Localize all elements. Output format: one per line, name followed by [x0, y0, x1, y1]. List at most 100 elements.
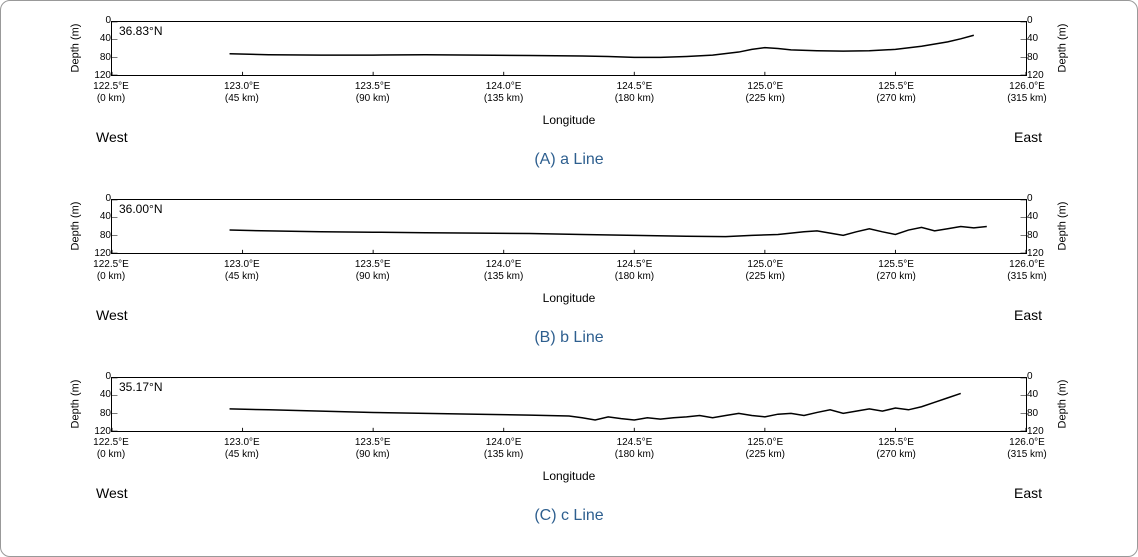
figure-frame: 0408012004080120Depth (m)Depth (m)36.83°…	[0, 0, 1138, 557]
plot-area	[111, 377, 1027, 432]
x-tick-km: (135 km)	[464, 93, 544, 105]
y-axis-label-right: Depth (m)	[1057, 380, 1069, 429]
x-tick-lon: 125.0°E	[725, 259, 805, 271]
panel-b: 0408012004080120Depth (m)Depth (m)36.00°…	[41, 199, 1097, 359]
x-tick-label: 122.5°E(0 km)	[71, 81, 151, 105]
x-tick-km: (135 km)	[464, 449, 544, 461]
panel-subtitle: (B) b Line	[41, 329, 1097, 347]
x-tick-km: (180 km)	[594, 449, 674, 461]
depth-line	[230, 227, 987, 237]
x-tick-lon: 125.5°E	[856, 437, 936, 449]
x-tick-label: 124.0°E(135 km)	[464, 437, 544, 461]
x-tick-lon: 125.5°E	[856, 259, 936, 271]
x-tick-km: (135 km)	[464, 271, 544, 283]
x-tick-lon: 124.5°E	[594, 437, 674, 449]
depth-line	[230, 393, 961, 420]
plot-area	[111, 199, 1027, 254]
x-tick-label: 125.5°E(270 km)	[856, 81, 936, 105]
y-axis-label-left: Depth (m)	[69, 24, 81, 73]
x-tick-lon: 122.5°E	[71, 437, 151, 449]
x-tick-km: (0 km)	[71, 271, 151, 283]
x-tick-km: (90 km)	[333, 449, 413, 461]
x-tick-km: (315 km)	[987, 93, 1067, 105]
x-tick-lon: 123.0°E	[202, 437, 282, 449]
x-axis: 122.5°E(0 km)123.0°E(45 km)123.5°E(90 km…	[111, 259, 1027, 289]
x-tick-km: (270 km)	[856, 449, 936, 461]
y-tick-label: 120	[71, 249, 111, 259]
x-tick-label: 124.5°E(180 km)	[594, 259, 674, 283]
y-axis-label-right: Depth (m)	[1057, 202, 1069, 251]
west-label: West	[96, 129, 128, 145]
x-tick-km: (180 km)	[594, 93, 674, 105]
x-tick-km: (225 km)	[725, 449, 805, 461]
x-tick-lon: 126.0°E	[987, 81, 1067, 93]
y-axis-label-left: Depth (m)	[69, 202, 81, 251]
x-tick-label: 124.5°E(180 km)	[594, 81, 674, 105]
panels-container: 0408012004080120Depth (m)Depth (m)36.83°…	[41, 21, 1097, 537]
x-tick-lon: 124.0°E	[464, 437, 544, 449]
y-tick-label: 120	[71, 71, 111, 81]
x-tick-km: (0 km)	[71, 93, 151, 105]
x-tick-km: (180 km)	[594, 271, 674, 283]
x-tick-km: (315 km)	[987, 271, 1067, 283]
plot-area	[111, 21, 1027, 76]
x-tick-label: 123.0°E(45 km)	[202, 437, 282, 461]
x-tick-lon: 123.0°E	[202, 259, 282, 271]
x-tick-lon: 123.0°E	[202, 81, 282, 93]
x-tick-lon: 122.5°E	[71, 81, 151, 93]
x-axis: 122.5°E(0 km)123.0°E(45 km)123.5°E(90 km…	[111, 81, 1027, 111]
x-tick-label: 123.0°E(45 km)	[202, 259, 282, 283]
y-axis-label-left: Depth (m)	[69, 380, 81, 429]
x-tick-label: 123.0°E(45 km)	[202, 81, 282, 105]
depth-profile-svg	[112, 22, 1026, 75]
x-axis: 122.5°E(0 km)123.0°E(45 km)123.5°E(90 km…	[111, 437, 1027, 467]
y-tick-label: 120	[1027, 71, 1067, 81]
x-tick-km: (270 km)	[856, 93, 936, 105]
x-axis-label: Longitude	[111, 469, 1027, 483]
x-tick-label: 126.0°E(315 km)	[987, 81, 1067, 105]
x-tick-lon: 123.5°E	[333, 437, 413, 449]
panel-c: 0408012004080120Depth (m)Depth (m)35.17°…	[41, 377, 1097, 537]
east-label: East	[1014, 485, 1042, 501]
x-tick-km: (45 km)	[202, 93, 282, 105]
y-tick-label: 120	[71, 427, 111, 437]
x-tick-label: 123.5°E(90 km)	[333, 437, 413, 461]
y-axis-label-right: Depth (m)	[1057, 24, 1069, 73]
x-tick-label: 124.0°E(135 km)	[464, 259, 544, 283]
x-axis-label: Longitude	[111, 113, 1027, 127]
x-tick-label: 123.5°E(90 km)	[333, 259, 413, 283]
y-tick-label: 120	[1027, 249, 1067, 259]
panel-a: 0408012004080120Depth (m)Depth (m)36.83°…	[41, 21, 1097, 181]
x-tick-lon: 124.0°E	[464, 81, 544, 93]
x-tick-lon: 124.5°E	[594, 259, 674, 271]
west-label: West	[96, 485, 128, 501]
x-tick-km: (270 km)	[856, 271, 936, 283]
x-tick-km: (45 km)	[202, 449, 282, 461]
x-axis-label: Longitude	[111, 291, 1027, 305]
x-tick-label: 125.0°E(225 km)	[725, 437, 805, 461]
depth-line	[230, 35, 974, 57]
x-tick-label: 126.0°E(315 km)	[987, 259, 1067, 283]
x-tick-lon: 126.0°E	[987, 437, 1067, 449]
west-label: West	[96, 307, 128, 323]
x-tick-lon: 125.0°E	[725, 81, 805, 93]
east-label: East	[1014, 307, 1042, 323]
x-tick-km: (90 km)	[333, 93, 413, 105]
x-tick-km: (45 km)	[202, 271, 282, 283]
x-tick-label: 125.5°E(270 km)	[856, 437, 936, 461]
x-tick-lon: 123.5°E	[333, 81, 413, 93]
x-tick-label: 122.5°E(0 km)	[71, 259, 151, 283]
x-tick-label: 124.5°E(180 km)	[594, 437, 674, 461]
panel-subtitle: (C) c Line	[41, 507, 1097, 525]
x-tick-label: 125.0°E(225 km)	[725, 81, 805, 105]
x-tick-km: (0 km)	[71, 449, 151, 461]
x-tick-lon: 124.0°E	[464, 259, 544, 271]
x-tick-label: 123.5°E(90 km)	[333, 81, 413, 105]
y-tick-label: 120	[1027, 427, 1067, 437]
east-label: East	[1014, 129, 1042, 145]
x-tick-label: 126.0°E(315 km)	[987, 437, 1067, 461]
x-tick-km: (90 km)	[333, 271, 413, 283]
x-tick-lon: 126.0°E	[987, 259, 1067, 271]
x-tick-label: 125.5°E(270 km)	[856, 259, 936, 283]
x-tick-km: (225 km)	[725, 93, 805, 105]
